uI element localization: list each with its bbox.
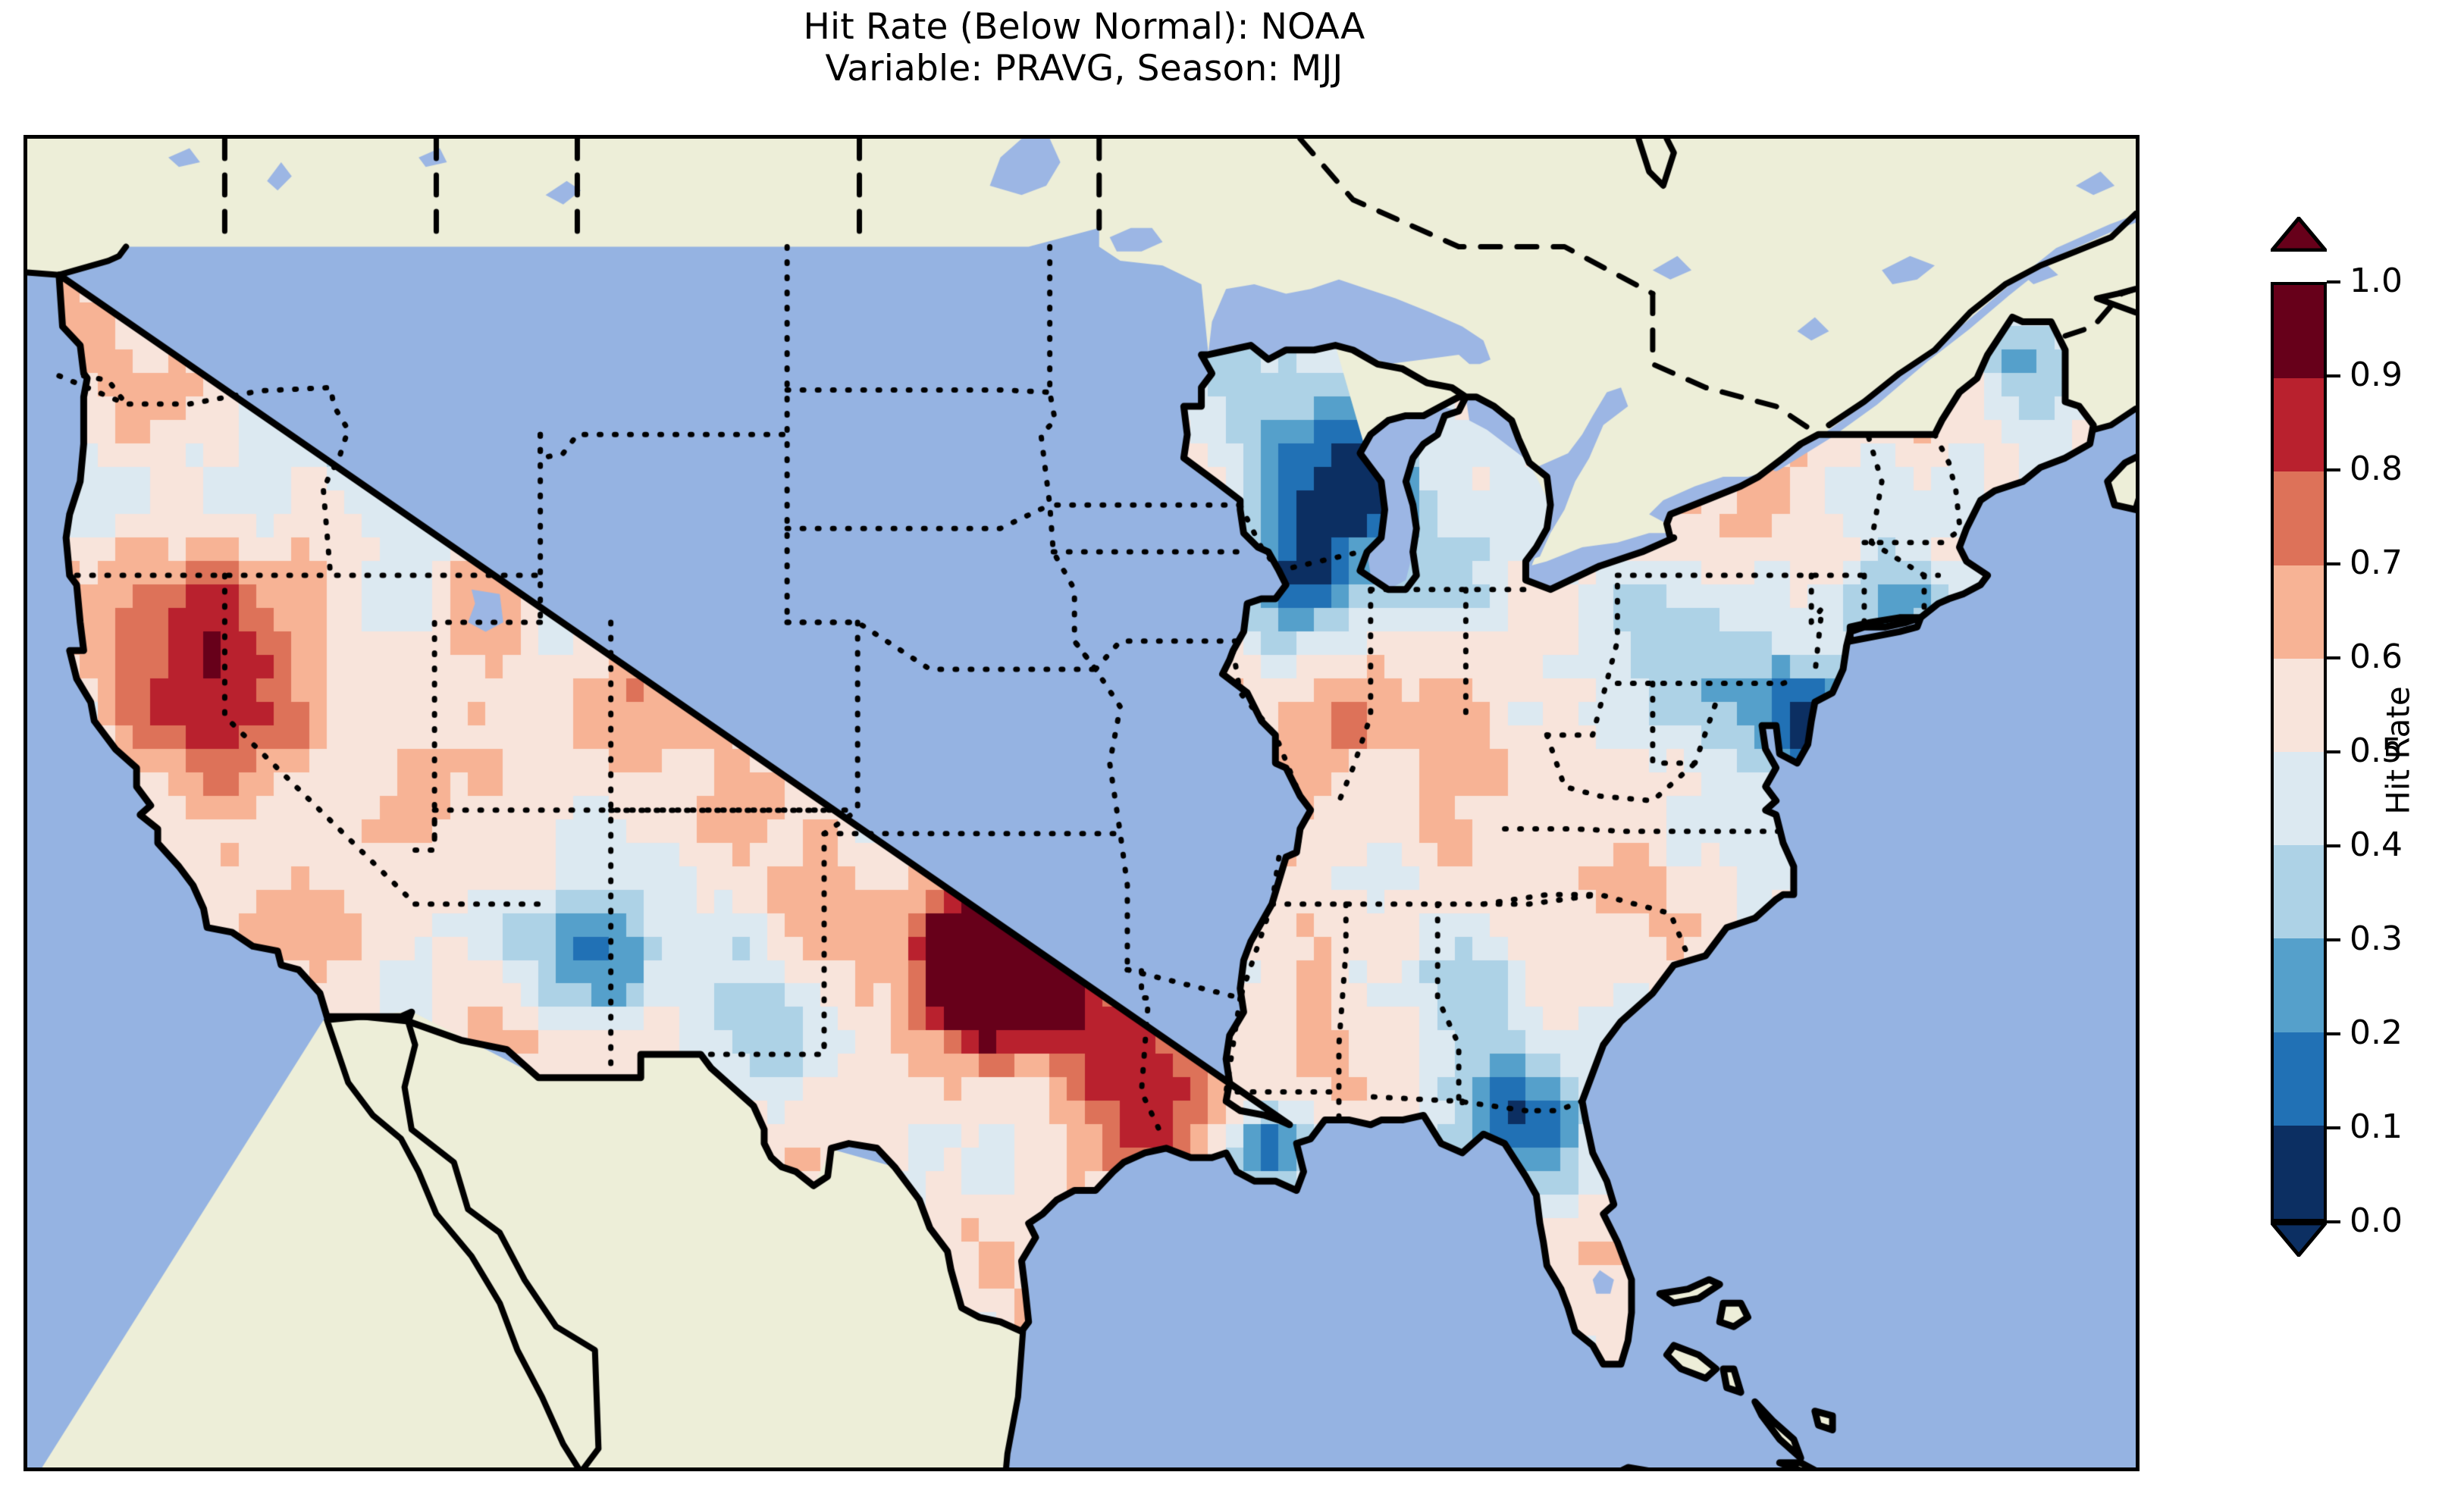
map-panel bbox=[24, 135, 2140, 1471]
colorbar-tick-mark bbox=[2327, 750, 2340, 753]
colorbar-tick-mark bbox=[2327, 468, 2340, 471]
colorbar-band bbox=[2274, 471, 2324, 565]
hit-rate-heatmap bbox=[27, 139, 2136, 1467]
colorbar-tick-label: 0.0 bbox=[2350, 1201, 2403, 1240]
colorbar-tick-label: 0.2 bbox=[2350, 1013, 2403, 1052]
colorbar-tick-label: 0.7 bbox=[2350, 543, 2403, 582]
colorbar-tick-mark bbox=[2327, 938, 2340, 941]
colorbar-tick-label: 0.9 bbox=[2350, 355, 2403, 394]
colorbar-tick-mark bbox=[2327, 1032, 2340, 1035]
colorbar-band bbox=[2274, 565, 2324, 659]
colorbar-tick-mark bbox=[2327, 374, 2340, 377]
colorbar-tick-mark bbox=[2327, 1126, 2340, 1129]
colorbar-tick-label: 1.0 bbox=[2350, 262, 2403, 300]
colorbar: 1.0 0.9 0.8 0.7 0.6 0.5 0.4 0.3 0.2 0.1 0.0 Hit Ra… bbox=[2271, 217, 2460, 1257]
colorbar-tick-label: 0.5 bbox=[2350, 731, 2403, 770]
colorbar-tick-mark bbox=[2327, 656, 2340, 659]
colorbar-tick-mark bbox=[2327, 280, 2340, 283]
colorbar-band bbox=[2274, 1125, 2324, 1219]
page-title: Hit Rate (Below Normal): NOAA Variable: … bbox=[0, 6, 2168, 89]
colorbar-tick-mark bbox=[2327, 562, 2340, 565]
colorbar-band bbox=[2274, 845, 2324, 939]
colorbar-tick-label: 0.8 bbox=[2350, 449, 2403, 488]
colorbar-bands bbox=[2271, 282, 2327, 1222]
colorbar-tick-label: 0.3 bbox=[2350, 919, 2403, 958]
title-line-2: Variable: PRAVG, Season: MJJ bbox=[825, 47, 1343, 89]
colorbar-tick-label: 0.6 bbox=[2350, 637, 2403, 676]
colorbar-tick-label: 0.1 bbox=[2350, 1107, 2403, 1146]
colorbar-band bbox=[2274, 378, 2324, 472]
colorbar-tick-mark bbox=[2327, 1220, 2340, 1223]
colorbar-axis-label: Hit Rate bbox=[2379, 686, 2417, 815]
colorbar-band bbox=[2274, 938, 2324, 1032]
colorbar-band bbox=[2274, 285, 2324, 379]
colorbar-band bbox=[2274, 751, 2324, 846]
colorbar-band bbox=[2274, 658, 2324, 752]
colorbar-extend-over-arrow bbox=[2271, 217, 2327, 252]
title-line-1: Hit Rate (Below Normal): NOAA bbox=[803, 6, 1365, 48]
colorbar-tick-mark bbox=[2327, 844, 2340, 847]
colorbar-extend-under-arrow bbox=[2271, 1222, 2327, 1257]
colorbar-band bbox=[2274, 1032, 2324, 1126]
colorbar-tick-label: 0.4 bbox=[2350, 825, 2403, 864]
